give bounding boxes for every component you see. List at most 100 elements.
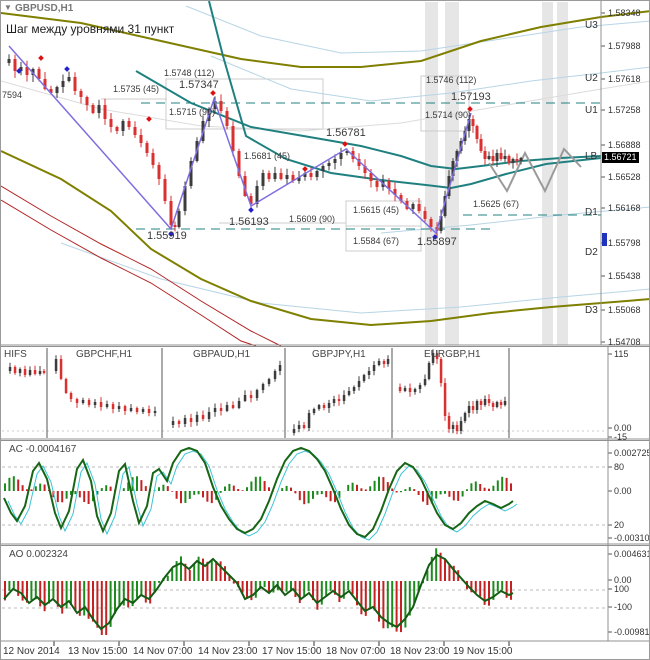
mini-candle [403,385,407,393]
mini-candle [278,360,282,376]
price-axis-tick[interactable]: 1.56168 [608,203,641,213]
mini-candle [255,388,259,401]
price-annotation: 1.5615 (45) [353,205,400,215]
candle [85,95,89,111]
candle [503,149,507,162]
price-annotation: 1.55897 [417,236,457,248]
time-axis-label[interactable]: 18 Nov 23:00 [390,646,450,657]
time-axis-label[interactable]: 14 Nov 07:00 [133,646,193,657]
ao-axis-tick[interactable]: 100 [614,584,630,594]
time-axis-label[interactable]: 18 Nov 07:00 [326,646,386,657]
mini-candle [312,407,316,416]
candle [519,156,523,165]
price-annotation: 1.5609 (90) [289,214,336,224]
candle [363,159,367,179]
candle [225,107,229,130]
mini-chart-symbol-label: GBPAUD,H1 [193,349,251,360]
mini-candle [372,361,376,376]
band-level-label: U2 [585,73,598,84]
candle [7,54,11,66]
mini-candle [249,390,253,403]
swing-low-marker [64,66,70,72]
ao-axis-tick[interactable]: 0.00 [614,575,632,585]
mini-candle [141,407,145,414]
ao-axis-tick[interactable]: -100 [614,602,633,612]
mini-candle [267,377,271,387]
time-axis-label[interactable]: 12 Nov 2014 [3,646,60,657]
swing-high-marker [38,55,44,61]
price-axis-tick[interactable]: 1.56528 [608,172,641,182]
mini-candle [483,395,487,407]
price-axis-tick[interactable]: 1.55798 [608,238,641,248]
time-axis-label[interactable]: 17 Nov 15:00 [262,646,322,657]
candle [243,171,247,197]
candle [173,221,177,232]
ao-axis-tick[interactable]: 0.004631 [614,549,650,559]
candle [375,177,379,192]
subchart-axis-tick[interactable]: -15 [614,432,628,442]
mini-candle [213,403,217,417]
ac-axis-tick[interactable]: 80 [614,462,625,472]
price-annotation: 1.57347 [179,79,219,91]
subchart-axis-tick[interactable]: 0.00 [614,423,632,433]
swing-high-marker [146,116,152,122]
mini-candle [377,358,381,367]
candle [267,170,271,182]
band-level-label: D1 [585,207,598,218]
mini-candle [123,404,127,415]
ao-axis-tick[interactable]: -0.009815 [614,627,650,637]
candle [213,96,217,114]
candle [67,71,71,83]
price-axis-tick[interactable]: 1.55068 [608,305,641,315]
candle [417,198,421,214]
swing-high-marker [210,90,216,96]
mini-candle [337,394,341,406]
mini-candle [243,390,247,402]
mini-candle [177,419,181,428]
mini-candle [8,362,12,374]
time-axis-label[interactable]: 13 Nov 15:00 [68,646,128,657]
ac-axis-tick[interactable]: -0.003105 [614,533,650,543]
price-annotation: 1.5748 (112) [164,68,215,78]
candle [151,148,155,169]
price-axis-tick[interactable]: 1.57258 [608,105,641,115]
price-axis-tick[interactable]: 1.57618 [608,74,641,84]
price-axis-tick[interactable]: 1.55438 [608,271,641,281]
price-axis-tick[interactable]: 1.54708 [608,337,641,347]
candle [145,140,149,157]
mini-candle [189,413,193,427]
candle [115,125,119,134]
mini-candle [219,403,223,416]
mini-chart-symbol-label: GBPCHF,H1 [76,349,133,360]
swing-high-marker [467,106,473,112]
candle [387,178,391,195]
mini-candle [117,402,121,412]
chart-subtitle: Шаг между уровнями 31 пункт [6,22,175,36]
price-axis-tick[interactable]: 1.56888 [608,140,641,150]
mini-candle [297,420,301,433]
candle [55,85,59,98]
mini-candle [87,398,91,408]
ac-axis-tick[interactable]: 20 [614,520,625,530]
time-axis-label[interactable]: 14 Nov 23:00 [198,646,258,657]
swing-low-marker [168,231,174,237]
ao-indicator-label: AO 0.002324 [9,549,68,560]
time-axis-label[interactable]: 19 Nov 15:00 [453,646,513,657]
mini-candle [499,399,503,409]
candle [507,154,511,166]
mini-candle [439,357,443,387]
ac-axis-tick[interactable]: 0.002725 [614,448,650,458]
subchart-axis-tick[interactable]: 115 [614,349,629,359]
candle [475,124,479,144]
candle [511,157,515,169]
price-axis-tick[interactable]: 1.57988 [608,41,641,51]
mini-candle [93,399,97,409]
ac-axis-tick[interactable]: 0.00 [614,486,632,496]
mini-candle [479,398,483,410]
mini-candle [398,383,402,393]
mini-candle [33,365,37,376]
chevron-down-icon[interactable]: ▼ [4,3,12,12]
candle [13,54,17,78]
price-axis-tick[interactable]: 1.58348 [608,8,641,18]
